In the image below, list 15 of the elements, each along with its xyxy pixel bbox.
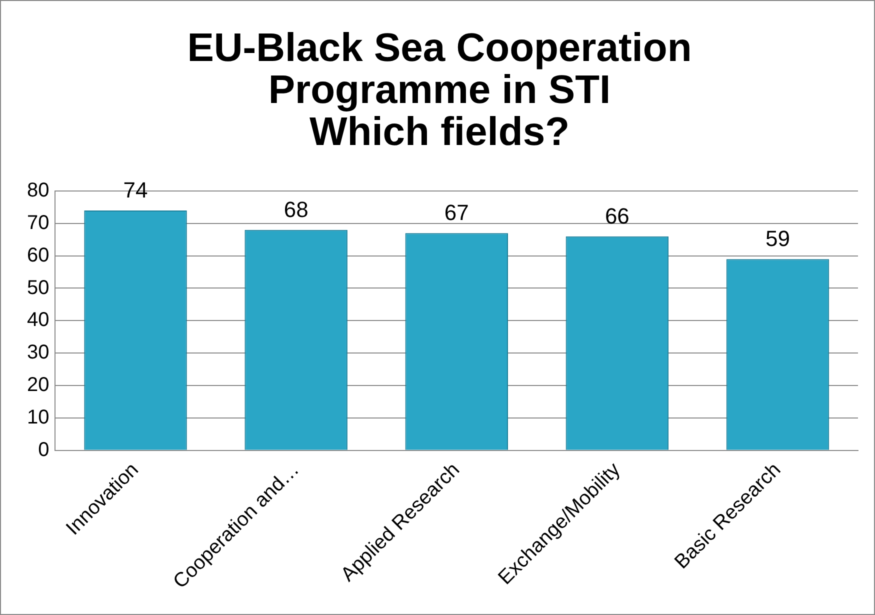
data-label: 59 [765,226,790,252]
y-tick-label: 60 [26,244,50,266]
data-label: 67 [444,200,469,226]
y-tick-label: 30 [26,342,50,364]
y-tick-label: 70 [26,212,50,234]
y-tick-label: 40 [26,309,50,332]
y-tick-label: 50 [26,276,50,299]
data-label: 68 [284,196,308,222]
y-tick-label: 0 [38,438,50,461]
y-tick-label: 20 [26,374,50,396]
chart-title: EU-Black Sea Cooperation Programme in STI Which fields? [187,26,692,154]
y-tick-label: 10 [26,406,50,428]
data-label: 74 [123,178,148,203]
data-label: 66 [604,203,630,228]
y-tick-label: 80 [26,180,50,202]
